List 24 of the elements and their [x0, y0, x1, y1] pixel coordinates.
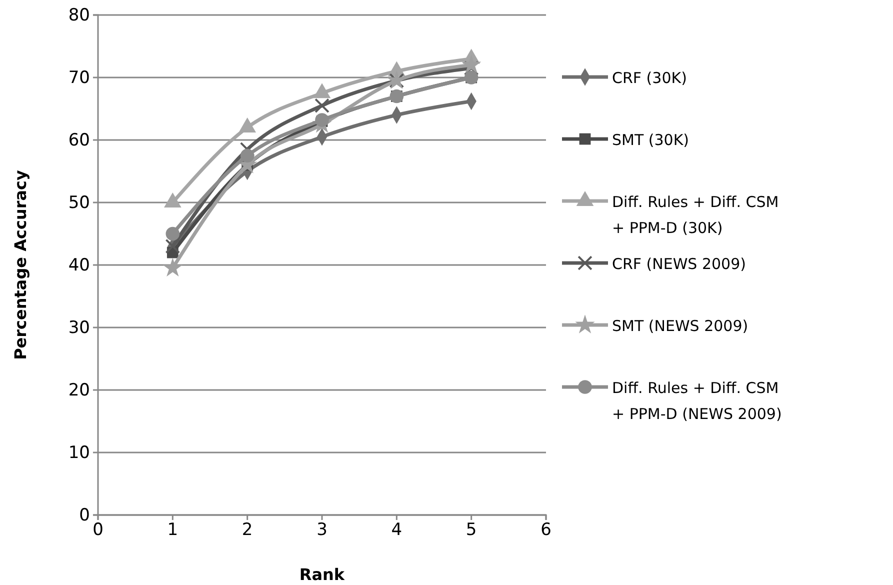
y-tick-label: 80: [68, 5, 90, 26]
legend-label: SMT (NEWS 2009): [612, 317, 748, 335]
legend-label: Diff. Rules + Diff. CSM + PPM-D (NEWS 2009): [612, 379, 782, 423]
y-tick-label: 70: [68, 68, 90, 88]
x-tick-label: 1: [167, 520, 178, 540]
y-tick-label: 0: [79, 505, 90, 526]
y-tick-label: 20: [68, 380, 90, 400]
x-axis-title: Rank: [299, 565, 345, 584]
x-tick-label: 3: [316, 520, 328, 540]
legend-label: CRF (NEWS 2009): [612, 255, 746, 273]
x-tick-label: 0: [92, 520, 104, 540]
x-tick-label: 5: [466, 520, 477, 540]
x-tick-label: 6: [540, 520, 552, 540]
x-tick-label: 2: [242, 520, 253, 540]
y-tick-label: 10: [68, 442, 90, 463]
legend-label: CRF (30K): [612, 69, 687, 87]
legend-label: SMT (30K): [612, 131, 690, 149]
x-tick-label: 4: [391, 520, 402, 540]
legend-label: Diff. Rules + Diff. CSM + PPM-D (30K): [612, 193, 779, 237]
y-tick-label: 40: [68, 255, 90, 276]
y-tick-label: 50: [68, 192, 90, 213]
y-axis-title: Percentage Accuracy: [11, 170, 30, 360]
y-tick-label: 60: [68, 130, 90, 150]
y-tick-label: 30: [68, 318, 90, 338]
